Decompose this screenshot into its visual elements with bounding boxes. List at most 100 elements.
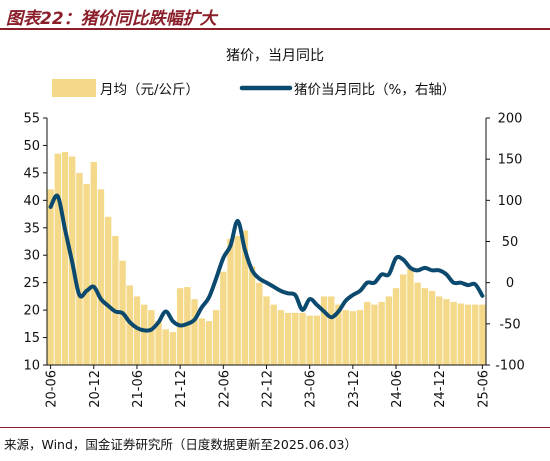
y-right-tick-label: 100 (498, 194, 523, 209)
bar-23-12 (349, 311, 357, 365)
bar-series (47, 152, 486, 365)
x-tick-label: 22-06 (217, 370, 232, 408)
bar-22-06 (220, 271, 227, 365)
bar-21-11 (169, 332, 177, 365)
bar-23-09 (328, 296, 335, 365)
bar-22-12 (263, 296, 270, 365)
bar-22-03 (198, 318, 205, 365)
x-tick-label: 21-12 (174, 370, 189, 408)
bar-22-11 (256, 282, 263, 365)
bar-20-07 (54, 153, 61, 365)
bar-21-03 (112, 236, 119, 365)
legend-swatch-bar (52, 79, 96, 97)
axis-labels: 10 15 20 25 30 35 40 45 50 55 -100 -50 0 50 100 150 200 2… (23, 112, 524, 408)
bar-24-02 (364, 301, 371, 365)
bar-21-06 (133, 296, 141, 365)
bar-25-04 (464, 304, 472, 365)
x-tick-label: 20-06 (45, 370, 60, 408)
bar-25-01 (443, 299, 450, 365)
bar-24-11 (428, 290, 436, 365)
bar-22-07 (227, 238, 234, 365)
bar-23-03 (284, 312, 292, 365)
y-left-tick-label: 25 (23, 276, 40, 291)
line-series (48, 193, 485, 333)
y-right-tick-label: 50 (502, 235, 519, 250)
x-tick-label: 22-12 (261, 370, 276, 408)
bar-24-06 (392, 288, 400, 365)
x-tick-label: 23-12 (347, 370, 362, 408)
y-left-tick-label: 45 (23, 166, 40, 181)
y-left-tick-label: 50 (23, 139, 40, 154)
bar-20-06 (47, 189, 54, 365)
bar-22-08 (234, 236, 241, 365)
y-left-tick-label: 55 (23, 112, 40, 127)
axes (43, 117, 490, 369)
bar-21-05 (126, 285, 133, 365)
bar-23-07 (313, 315, 321, 365)
bar-24-07 (400, 274, 407, 365)
x-tick-label: 21-06 (131, 370, 146, 408)
bar-21-02 (104, 216, 112, 365)
bar-21-07 (140, 304, 148, 365)
legend-label-bar: 月均（元/公斤） (100, 82, 199, 98)
y-right-tick-label: -50 (499, 317, 520, 332)
bar-20-10 (76, 172, 83, 365)
legend-label-line: 猪价当月同比（%，右轴） (294, 82, 455, 98)
y-left-tick-label: 35 (23, 221, 40, 236)
bar-21-01 (97, 189, 105, 365)
bar-22-01 (184, 287, 191, 365)
bar-22-04 (205, 321, 213, 365)
y-right-tick-label: 150 (498, 153, 523, 168)
x-tick-label: 20-12 (88, 370, 103, 408)
bar-23-01 (270, 304, 277, 365)
y-right-tick-label: 200 (498, 112, 523, 127)
y-left-tick-label: 30 (23, 249, 40, 264)
bar-25-03 (457, 303, 465, 365)
bar-23-06 (306, 315, 313, 365)
title-rule (0, 28, 550, 30)
bar-24-03 (371, 304, 378, 365)
bar-20-11 (83, 183, 90, 365)
y-left-tick-label: 10 (23, 359, 40, 374)
y-left-tick-label: 20 (23, 304, 40, 319)
bar-21-08 (148, 310, 155, 365)
bar-25-05 (472, 304, 479, 365)
bar-25-02 (450, 301, 457, 365)
bar-20-08 (61, 152, 69, 365)
bar-23-02 (277, 310, 285, 365)
y-right-tick-label: 0 (506, 276, 514, 291)
bar-24-10 (421, 288, 429, 365)
bar-24-04 (378, 301, 385, 365)
bar-22-10 (248, 266, 256, 365)
bar-22-05 (212, 310, 220, 365)
bar-23-11 (342, 310, 349, 365)
bar-22-09 (241, 230, 249, 365)
y-left-tick-label: 40 (23, 194, 40, 209)
bar-24-05 (385, 296, 393, 365)
bar-23-08 (320, 296, 328, 365)
yoy-line (48, 193, 485, 333)
source-note: 来源，Wind，国金证券研究所（日度数据更新至2025.06.03） (4, 437, 357, 452)
bar-24-12 (436, 296, 443, 365)
bar-24-01 (356, 310, 364, 365)
chart: 猪价，当月同比 月均（元/公斤） 猪价当月同比（%，右轴） 10 15 20 25 30… (23, 48, 524, 408)
x-tick-label: 23-06 (304, 370, 319, 408)
bar-21-09 (155, 321, 162, 365)
x-tick-label: 25-06 (476, 370, 491, 408)
y-left-tick-label: 15 (23, 331, 40, 346)
y-right-tick-label: -100 (495, 359, 525, 374)
x-tick-label: 24-06 (390, 370, 405, 408)
bar-24-09 (414, 282, 421, 365)
bar-25-06 (479, 304, 486, 365)
bar-21-10 (162, 329, 169, 365)
bar-23-04 (292, 312, 299, 365)
bar-24-08 (407, 268, 414, 365)
bar-23-10 (335, 304, 342, 365)
bar-20-12 (90, 161, 97, 365)
x-tick-label: 24-12 (433, 370, 448, 408)
source-rule (0, 427, 550, 428)
bar-23-05 (299, 312, 306, 365)
chart-title: 猪价，当月同比 (226, 48, 324, 64)
bar-22-02 (191, 299, 198, 365)
figure-title: 图表22：猪价同比跌幅扩大 (6, 9, 217, 29)
